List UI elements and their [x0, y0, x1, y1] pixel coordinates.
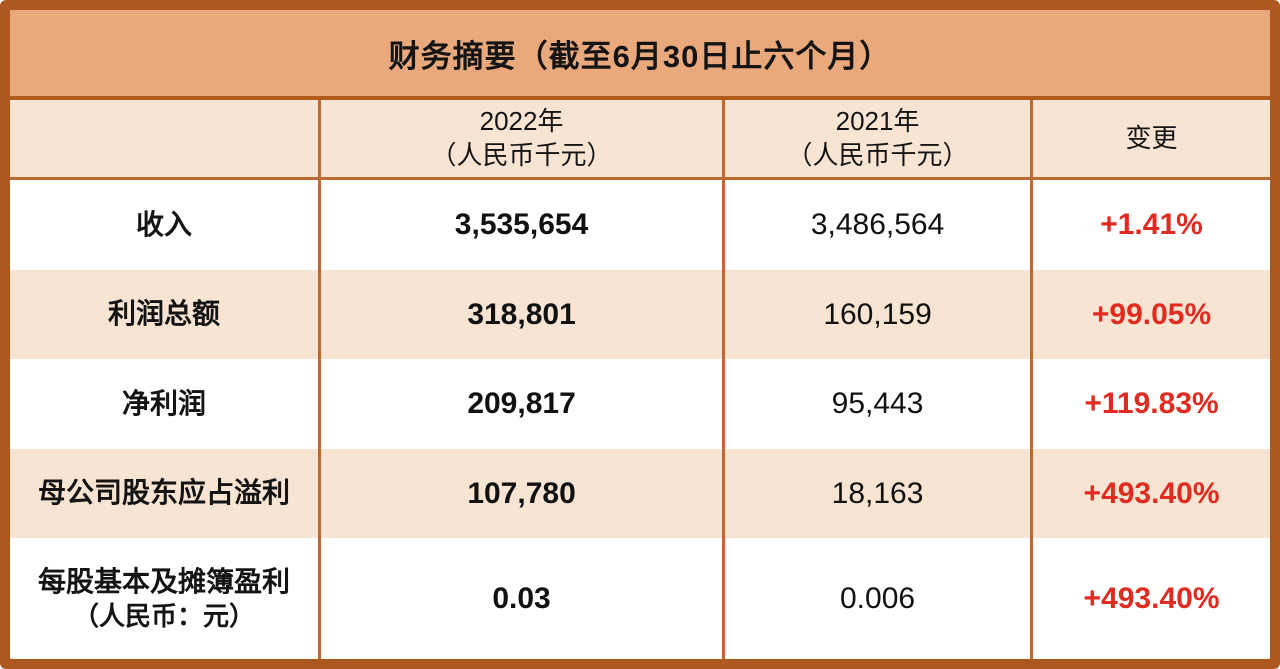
table-row-revenue: 收入 3,535,654 3,486,564 +1.41% [10, 180, 1270, 270]
table-row-net-profit: 净利润 209,817 95,443 +119.83% [10, 359, 1270, 449]
table-header-row: 2022年 （人民币千元） 2021年 （人民币千元） 变更 [10, 100, 1270, 180]
table-row-total-profit: 利润总额 318,801 160,159 +99.05% [10, 269, 1270, 360]
header-cell-empty [10, 100, 318, 177]
row-label: 每股基本及摊簿盈利 [38, 565, 291, 597]
change-cell: +1.41% [1030, 180, 1270, 270]
header-unit-2022: （人民币千元） [430, 139, 613, 170]
table-title: 财务摘要（截至6月30日止六个月） [10, 10, 1270, 100]
value-2022: 318,801 [467, 297, 576, 331]
value-2021: 160,159 [823, 297, 932, 331]
value-2022: 0.03 [492, 582, 551, 616]
change-value: +1.41% [1100, 208, 1203, 242]
change-value: +493.40% [1083, 476, 1220, 510]
value-2021-cell: 160,159 [722, 269, 1030, 360]
value-2021-cell: 95,443 [722, 359, 1030, 449]
change-value: +99.05% [1091, 297, 1212, 331]
row-label: 收入 [136, 208, 193, 240]
table-row-eps: 每股基本及摊簿盈利 （人民币：元） 0.03 0.006 +493.40% [10, 538, 1270, 659]
value-2021: 0.006 [840, 582, 916, 616]
value-2021: 3,486,564 [810, 208, 945, 242]
row-label-cell: 利润总额 [10, 270, 318, 360]
header-year-2022: 2022年 [479, 105, 564, 136]
header-year-2021: 2021年 [835, 105, 920, 136]
header-cell-2022: 2022年 （人民币千元） [318, 100, 722, 177]
table-row-attributable-profit: 母公司股东应占溢利 107,780 18,163 +493.40% [10, 448, 1270, 539]
value-2022: 209,817 [467, 387, 576, 421]
change-cell: +493.40% [1030, 538, 1270, 659]
header-unit-2021: （人民币千元） [786, 139, 969, 170]
value-2021: 18,163 [831, 476, 924, 510]
value-2021-cell: 0.006 [722, 538, 1030, 659]
row-label-unit: （人民币：元） [73, 600, 256, 631]
row-label-cell: 净利润 [10, 359, 318, 449]
value-2022: 107,780 [467, 476, 576, 510]
value-2022: 3,535,654 [454, 208, 589, 242]
change-cell: +99.05% [1030, 269, 1270, 360]
header-change-label: 变更 [1125, 122, 1178, 153]
row-label: 净利润 [122, 387, 207, 419]
change-cell: +119.83% [1030, 359, 1270, 449]
value-2021-cell: 18,163 [722, 448, 1030, 539]
row-label: 母公司股东应占溢利 [38, 477, 291, 509]
value-2022-cell: 107,780 [318, 448, 722, 539]
header-cell-change: 变更 [1030, 100, 1270, 177]
row-label-cell: 母公司股东应占溢利 [10, 449, 318, 539]
change-value: +119.83% [1084, 387, 1219, 421]
change-cell: +493.40% [1030, 448, 1270, 539]
value-2021-cell: 3,486,564 [722, 180, 1030, 270]
row-label-cell: 收入 [10, 180, 318, 270]
row-label-cell: 每股基本及摊簿盈利 （人民币：元） [10, 538, 318, 659]
header-cell-2021: 2021年 （人民币千元） [722, 100, 1030, 177]
value-2022-cell: 0.03 [318, 538, 722, 659]
value-2022-cell: 209,817 [318, 359, 722, 449]
row-label: 利润总额 [108, 298, 221, 330]
value-2022-cell: 3,535,654 [318, 180, 722, 270]
value-2021: 95,443 [831, 387, 924, 421]
value-2022-cell: 318,801 [318, 269, 722, 360]
financial-summary-table: 财务摘要（截至6月30日止六个月） 2022年 （人民币千元） 2021年 （人… [10, 10, 1270, 659]
change-value: +493.40% [1083, 582, 1220, 616]
